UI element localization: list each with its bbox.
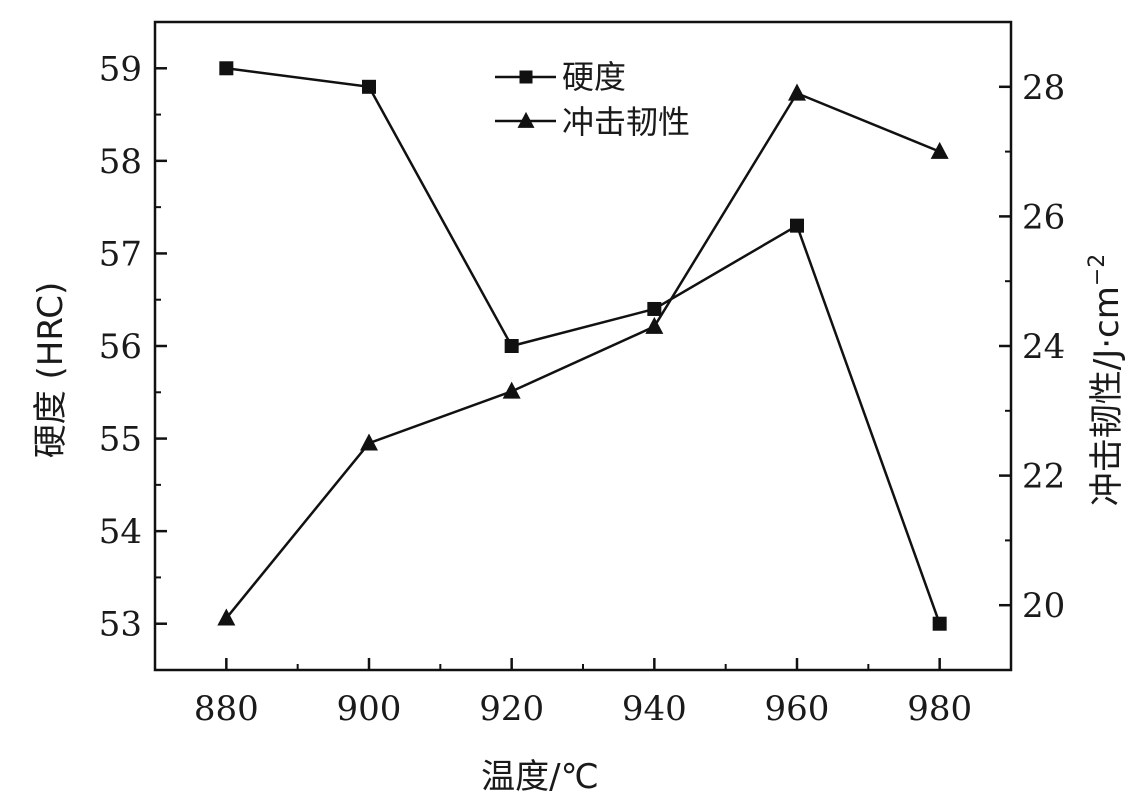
x-tick-label: 940 (622, 689, 687, 729)
y2-axis-title-main: 冲击韧性/J·cm (1087, 286, 1127, 506)
data-point-hardness (932, 616, 947, 631)
y-axis-title: 硬度 (HRC) (31, 282, 71, 459)
data-point-impact-toughness (930, 141, 949, 159)
y2-tick-label: 24 (1022, 327, 1065, 367)
y2-axis-title: 冲击韧性/J·cm−2 (1085, 254, 1127, 507)
data-point-hardness (504, 339, 519, 353)
y-axis-ticks: 53 54 55 56 57 58 59 (99, 49, 167, 645)
legend-label-impact-toughness: 冲击韧性 (562, 103, 690, 141)
legend-marker-hardness (519, 70, 533, 84)
y2-axis-ticks: 20 22 24 26 28 (999, 68, 1065, 626)
y2-tick-label: 26 (1022, 197, 1065, 237)
x-tick-label: 960 (765, 689, 830, 729)
y2-axis-title-exponent: −2 (1085, 254, 1110, 286)
data-point-hardness (362, 79, 376, 94)
legend-marker-impact-toughness (517, 111, 535, 128)
x-tick-label: 980 (907, 689, 972, 729)
y-tick-label: 59 (99, 49, 142, 89)
y-tick-label: 57 (99, 234, 142, 274)
data-point-impact-toughness (645, 316, 664, 334)
legend-item-impact-toughness (495, 111, 556, 128)
data-point-hardness (647, 301, 662, 316)
x-tick-label: 920 (479, 689, 544, 729)
y-tick-label: 56 (99, 327, 142, 367)
y2-tick-label: 28 (1022, 68, 1065, 108)
data-point-hardness (219, 61, 234, 76)
y-tick-label: 58 (99, 142, 142, 182)
x-tick-label: 880 (194, 689, 259, 729)
y-tick-label: 55 (99, 420, 142, 460)
y2-tick-label: 20 (1022, 586, 1065, 626)
legend-item-hardness (495, 70, 556, 84)
data-point-impact-toughness (217, 608, 236, 626)
series-line-impact-toughness (225, 91, 941, 619)
data-point-hardness (790, 218, 804, 233)
legend-label-hardness: 硬度 (562, 58, 626, 96)
y2-tick-label: 22 (1022, 457, 1065, 497)
series-line-hardness (226, 67, 941, 625)
data-point-impact-toughness (502, 381, 521, 399)
data-point-impact-toughness (360, 433, 378, 451)
y-tick-label: 54 (99, 512, 142, 552)
x-axis-title: 温度/℃ (481, 757, 599, 797)
series-layer (217, 61, 949, 631)
x-tick-label: 900 (337, 689, 402, 729)
legend: 硬度 冲击韧性 (495, 58, 690, 141)
x-axis-ticks: 880 900 920 940 960 980 (194, 658, 972, 729)
y-tick-label: 53 (99, 605, 142, 645)
data-point-impact-toughness (788, 83, 806, 101)
